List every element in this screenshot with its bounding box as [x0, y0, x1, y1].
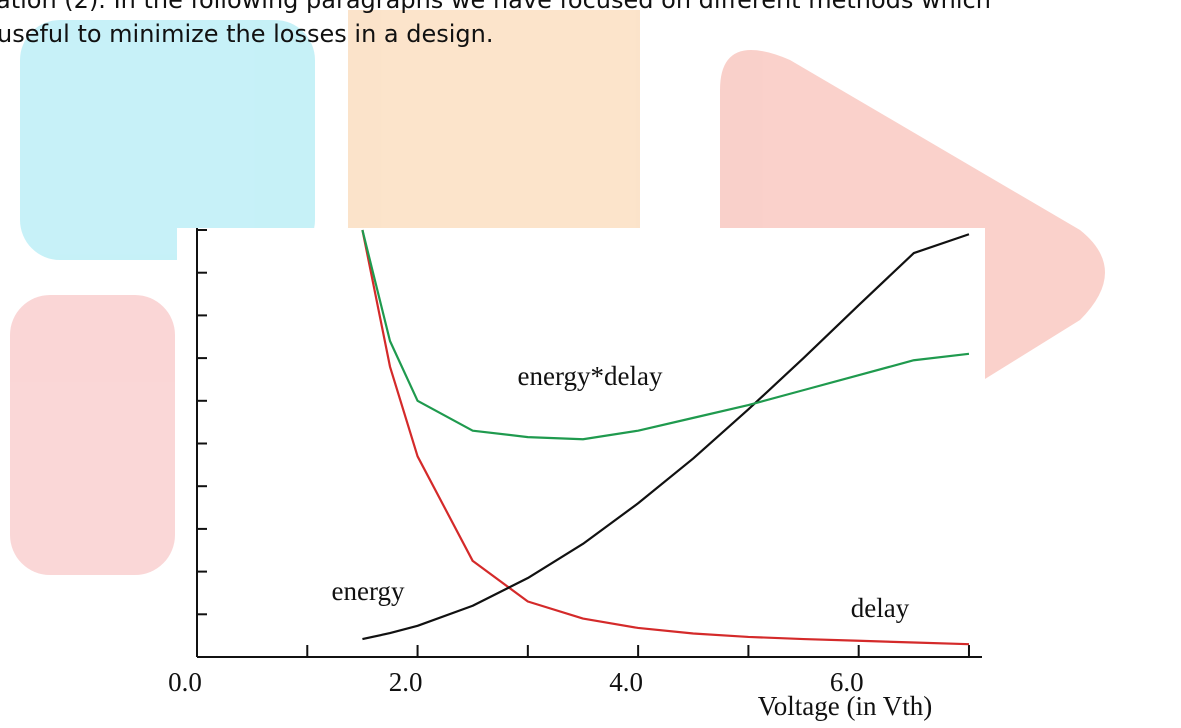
- paragraph-line: ation (2). In the following paragraphs w…: [0, 0, 991, 14]
- x-tick-label: 2.0: [389, 667, 423, 697]
- line: [361, 229, 970, 646]
- x-tick-label: 6.0: [830, 667, 864, 697]
- plot-area: [361, 229, 970, 646]
- series-label: energy: [332, 576, 405, 606]
- watermark-shape: [10, 295, 175, 575]
- x-axis-label: Voltage (in Vth): [758, 691, 933, 721]
- paragraph-line: useful to minimize the losses in a desig…: [0, 20, 494, 48]
- series-label: energy*delay: [518, 361, 663, 391]
- line: [361, 229, 970, 441]
- series-label: delay: [851, 593, 910, 623]
- line: [362, 233, 970, 641]
- watermark-shape: [20, 20, 315, 260]
- x-tick-label: 4.0: [609, 667, 643, 697]
- chart-background: [177, 228, 985, 728]
- x-tick-label: 0.0: [168, 667, 202, 697]
- watermark-shape: [348, 10, 640, 230]
